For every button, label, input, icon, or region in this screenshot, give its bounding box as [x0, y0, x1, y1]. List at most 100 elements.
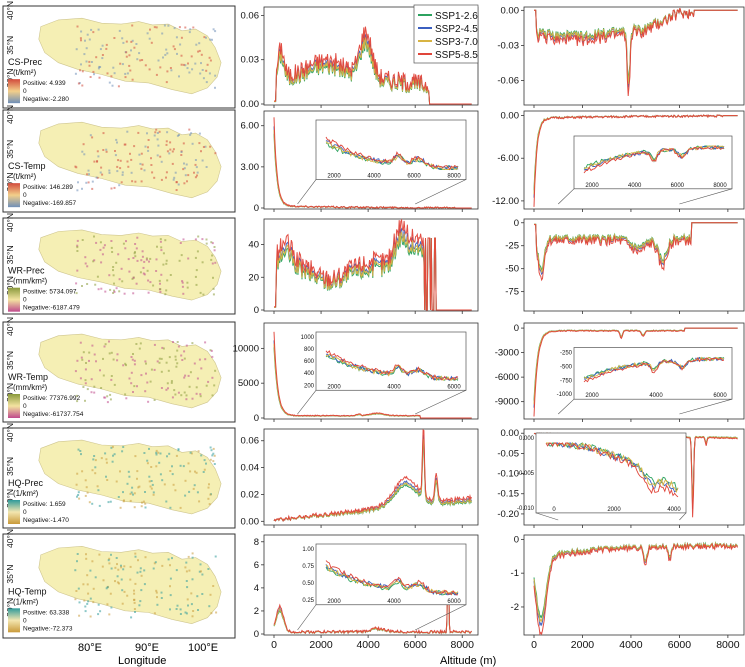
map-pixel — [105, 458, 108, 461]
map-pixel — [159, 238, 162, 241]
series-line-ssp5-8.5 — [534, 222, 738, 282]
inset-x-tick-label: 2000 — [327, 599, 341, 605]
map-pixel — [179, 608, 182, 611]
x-tick-label: 8000 — [716, 639, 740, 651]
map-unit-label: (1/km²) — [13, 597, 39, 606]
map-pixel — [198, 132, 201, 135]
map-pixel — [203, 459, 206, 462]
map-pixel — [214, 30, 217, 33]
map-pixel — [190, 452, 193, 455]
inset-y-tick-label: 400 — [304, 371, 315, 377]
map-pixel — [88, 351, 91, 354]
map-pixel — [175, 608, 178, 610]
map-panel: 40°N 35°N 30°NHQ-Prec(1/km²) Positive: 1.65… — [2, 423, 236, 529]
map-pixel — [86, 491, 89, 494]
inset-y-tick-label: 0.000 — [519, 436, 535, 442]
map-pixel — [86, 583, 89, 586]
map-pixel — [94, 472, 97, 475]
map-pixel — [212, 460, 215, 463]
map-pixel — [162, 56, 164, 59]
map-pixel — [130, 356, 133, 358]
map-pixel — [155, 451, 158, 454]
map-pixel — [208, 56, 211, 59]
map-pixel — [113, 37, 116, 39]
inset-series-line — [325, 136, 459, 171]
map-pixel — [94, 466, 97, 469]
shared-axis-labels: 80°E 90°E 100°E Longitude Altitude (m) — [78, 642, 496, 667]
map-pixel — [123, 565, 126, 568]
map-pixel — [109, 288, 112, 291]
map-pixel — [132, 276, 135, 279]
map-pixel — [171, 473, 174, 476]
map-pixel — [159, 288, 162, 291]
legend-zero-label: 0 — [23, 509, 27, 516]
map-pixel — [99, 369, 101, 372]
map-pixel — [86, 283, 89, 285]
map-pixel — [97, 613, 100, 616]
right-chart-panel: 0.00 -0.05 -0.10 -0.15 -0.20 0.000 -0.005 -0.01… — [497, 428, 745, 528]
map-pixel — [135, 343, 138, 345]
map-pixel — [97, 288, 100, 291]
map-pixel — [186, 180, 188, 183]
map-pixel — [77, 82, 80, 85]
map-pixel — [155, 258, 158, 261]
map-pixel — [106, 401, 109, 404]
map-pixel — [168, 152, 171, 155]
map-pixel — [133, 506, 136, 509]
map-pixel — [96, 485, 99, 488]
map-pixel — [190, 603, 193, 606]
lat-tick-label: 35°N — [5, 565, 15, 584]
map-pixel — [205, 242, 208, 245]
map-pixel — [91, 344, 94, 347]
map-pixel — [153, 612, 156, 615]
mid-chart-panel: 0 20 40 — [248, 218, 479, 316]
map-pixel — [103, 345, 106, 348]
map-column: 40°N35°N30°NCS-Prec(t/km²)Positive: 4.93… — [2, 1, 236, 639]
map-pixel — [193, 171, 195, 174]
map-pixel — [150, 157, 152, 160]
series-line-ssp3-7.0 — [533, 541, 738, 623]
map-pixel — [181, 359, 184, 361]
map-pixel — [184, 174, 187, 177]
map-pixel — [177, 345, 180, 348]
map-pixel — [155, 128, 158, 131]
map-pixel — [106, 479, 109, 481]
map-pixel — [207, 380, 210, 383]
map-pixel — [139, 342, 142, 345]
map-pixel — [133, 601, 136, 604]
map-pixel — [182, 63, 185, 66]
map-pixel — [105, 150, 108, 153]
map-pixel — [155, 591, 158, 594]
map-pixel — [151, 171, 154, 174]
map-pixel — [75, 394, 78, 397]
map-pixel — [131, 358, 134, 361]
map-pixel — [213, 246, 216, 248]
y-tick-label: 3.00 — [241, 162, 260, 173]
map-pixel — [213, 249, 216, 252]
map-pixel — [172, 483, 175, 486]
map-pixel — [80, 356, 83, 359]
map-pixel — [165, 388, 168, 391]
map-pixel — [137, 486, 140, 489]
y-tick-label: -1 — [511, 568, 519, 579]
chart-frame — [263, 218, 479, 312]
plateau-outline — [38, 545, 222, 625]
inset-x-tick-label: 4000 — [649, 393, 663, 399]
map-pixel — [167, 24, 170, 27]
map-pixel — [84, 382, 87, 385]
map-pixel — [86, 574, 89, 577]
map-pixel — [84, 39, 86, 42]
map-pixel — [148, 475, 151, 478]
map-pixel — [189, 451, 192, 454]
map-pixel — [89, 597, 92, 600]
chart-frame — [263, 322, 479, 420]
inset-y-tick-label: 1000 — [301, 335, 315, 341]
map-pixel — [198, 49, 201, 52]
map-pixel — [96, 176, 99, 179]
y-tick-label: -3000 — [495, 348, 519, 359]
map-pixel — [119, 167, 122, 170]
map-pixel — [146, 132, 148, 135]
map-pixel — [103, 244, 106, 247]
map-pixel — [116, 353, 119, 356]
map-pixel — [94, 283, 97, 286]
